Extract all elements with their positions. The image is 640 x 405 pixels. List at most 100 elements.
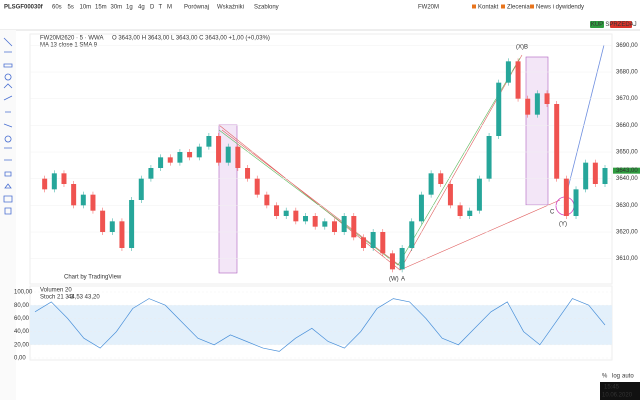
- candle: [486, 136, 492, 179]
- volume-label: Volumen 20: [40, 288, 72, 294]
- candle: [360, 237, 366, 248]
- last-price-bg: [613, 167, 640, 174]
- stoch-values: 44,53 43,20: [68, 295, 100, 301]
- candle: [428, 173, 434, 195]
- candle: [196, 146, 202, 158]
- candle: [351, 216, 357, 238]
- candle: [303, 216, 309, 222]
- legend-title: FW20M2620 · 5 · WWA: [40, 36, 103, 42]
- tab[interactable]: News i dywidendy: [536, 5, 584, 11]
- candle: [119, 221, 125, 248]
- candle: [167, 157, 173, 163]
- candle: [177, 152, 183, 163]
- stoch-k: [34, 298, 606, 352]
- clock-bg: [600, 382, 640, 400]
- interval[interactable]: 10m: [80, 5, 92, 11]
- candle: [71, 184, 77, 206]
- interval[interactable]: 60s: [52, 5, 62, 11]
- interval[interactable]: 4g: [138, 5, 145, 11]
- candle: [109, 221, 115, 232]
- sell-bg: [610, 21, 632, 28]
- last-price-label: 3643,00: [616, 168, 638, 174]
- candle: [438, 173, 444, 184]
- candle: [235, 146, 241, 168]
- candle: [293, 210, 299, 222]
- interval[interactable]: T: [159, 5, 163, 11]
- candle: [389, 253, 395, 270]
- candle: [554, 104, 560, 179]
- candle: [525, 98, 531, 115]
- compare-button[interactable]: Porównaj: [184, 5, 209, 11]
- indicators-button[interactable]: Wskaźniki: [217, 5, 244, 11]
- candle: [42, 178, 48, 190]
- candle: [51, 173, 57, 190]
- candle: [583, 162, 589, 190]
- candle: [331, 221, 337, 232]
- price-tick-label: 3690,00: [616, 43, 638, 49]
- candle: [225, 146, 231, 163]
- wave-lines: [218, 57, 521, 266]
- osc-tick-label: 20,00: [14, 342, 30, 348]
- interval[interactable]: 15m: [95, 5, 107, 11]
- candle: [476, 178, 482, 211]
- tab[interactable]: Kontakt: [478, 5, 499, 11]
- candle: [457, 205, 463, 216]
- candle: [563, 178, 569, 216]
- scale-option[interactable]: %: [602, 374, 608, 380]
- price-tick-label: 3680,00: [616, 70, 638, 76]
- price-tick-label: 3650,00: [616, 150, 638, 156]
- tab[interactable]: Zlecenia: [507, 5, 530, 11]
- box-highlight: [525, 56, 549, 206]
- interval[interactable]: 1g: [126, 5, 133, 11]
- candle: [544, 93, 550, 104]
- wave-label: B: [524, 45, 528, 51]
- instrument[interactable]: FW20M: [418, 5, 439, 11]
- interval[interactable]: 30m: [111, 5, 123, 11]
- buy-button[interactable]: KUP: [591, 22, 603, 28]
- wave-label: (W): [389, 277, 399, 283]
- legend-ohlc: O 3643,00 H 3643,00 L 3643,00 C 3643,00 …: [112, 36, 270, 42]
- candle: [138, 178, 144, 200]
- scale-option[interactable]: auto: [622, 374, 634, 380]
- candle: [274, 205, 280, 216]
- price-tick-label: 3630,00: [616, 203, 638, 209]
- candle: [496, 82, 502, 136]
- candle: [505, 61, 511, 83]
- wave-label: A: [401, 277, 405, 283]
- candle: [573, 189, 579, 216]
- candle: [341, 216, 347, 232]
- interval[interactable]: 5s: [68, 5, 74, 11]
- candle: [467, 210, 473, 216]
- candle: [534, 93, 540, 115]
- wave-label: C: [550, 210, 555, 216]
- templates-button[interactable]: Szablony: [254, 5, 279, 11]
- interval[interactable]: M: [167, 5, 172, 11]
- candle: [322, 221, 328, 227]
- stoch-band: [30, 305, 612, 345]
- side-toolbar: [0, 30, 16, 400]
- candle: [187, 152, 193, 158]
- buy-bg: [590, 21, 604, 28]
- price-tick-label: 3670,00: [616, 96, 638, 102]
- osc-tick-label: 100,00: [14, 290, 33, 296]
- candle: [380, 232, 386, 254]
- scale-option[interactable]: log: [612, 374, 620, 380]
- projection-line: [564, 44, 605, 201]
- symbol[interactable]: PLSGF00030f: [4, 5, 44, 11]
- candle: [418, 194, 424, 222]
- wave-label: (Y): [559, 222, 567, 228]
- interval[interactable]: D: [150, 5, 155, 11]
- osc-tick-label: 80,00: [14, 303, 30, 309]
- candle: [409, 221, 415, 248]
- date: 10.06.2020: [602, 393, 633, 399]
- price-tick-label: 3660,00: [616, 123, 638, 129]
- sell-button[interactable]: SPRZEDAJ: [605, 22, 636, 28]
- price-pane: [29, 33, 613, 285]
- candle: [148, 168, 154, 179]
- candle: [447, 184, 453, 206]
- candle: [129, 200, 135, 248]
- side-icons: [3, 37, 13, 215]
- stoch-label: Stoch 21 3 3: [40, 295, 74, 301]
